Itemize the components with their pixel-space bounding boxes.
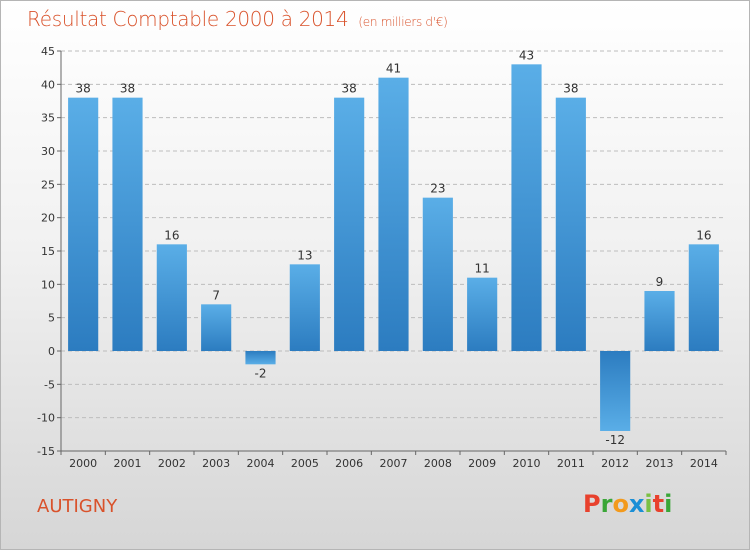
x-tick-label: 2007 <box>380 457 408 470</box>
x-tick-label: 2010 <box>513 457 541 470</box>
y-tick-label: 20 <box>41 212 55 225</box>
data-label: -2 <box>255 366 267 380</box>
x-tick-label: 2001 <box>114 457 142 470</box>
data-label: 38 <box>342 82 357 96</box>
data-label: 38 <box>563 82 578 96</box>
x-tick-label: 2013 <box>646 457 674 470</box>
y-tick-label: 40 <box>41 78 55 91</box>
bar <box>422 197 453 351</box>
x-tick-label: 2006 <box>335 457 363 470</box>
proxiti-logo: Proxiti <box>583 490 672 518</box>
chart-title-text: Résultat Comptable 2000 à 2014 <box>27 7 349 31</box>
data-label: 13 <box>297 248 312 262</box>
x-tick-label: 2004 <box>247 457 275 470</box>
data-label: 16 <box>696 228 711 242</box>
x-tick-label: 2000 <box>69 457 97 470</box>
x-tick-label: 2003 <box>202 457 230 470</box>
y-tick-label: 25 <box>41 178 55 191</box>
y-tick-label: 15 <box>41 245 55 258</box>
data-label: 43 <box>519 48 534 62</box>
commune-name: AUTIGNY <box>37 496 118 517</box>
data-label: 23 <box>430 182 445 196</box>
y-tick-label: 5 <box>48 312 55 325</box>
x-tick-label: 2005 <box>291 457 319 470</box>
logo-letter: o <box>612 490 629 518</box>
bar <box>378 77 409 352</box>
data-label: 41 <box>386 62 401 76</box>
data-label: 11 <box>475 262 490 276</box>
y-tick-label: 0 <box>48 345 55 358</box>
x-tick-label: 2008 <box>424 457 452 470</box>
data-label: -12 <box>605 433 625 447</box>
bar <box>644 291 675 351</box>
x-tick-label: 2002 <box>158 457 186 470</box>
data-label: 38 <box>120 82 135 96</box>
logo-letter: P <box>583 490 601 518</box>
bar <box>600 351 631 431</box>
bar <box>245 351 276 365</box>
x-tick-label: 2011 <box>557 457 585 470</box>
y-tick-label: -15 <box>37 445 55 458</box>
bar <box>201 304 232 351</box>
bar <box>289 264 320 351</box>
bar <box>467 277 498 351</box>
y-tick-label: -10 <box>37 412 55 425</box>
y-tick-label: 35 <box>41 112 55 125</box>
x-tick-label: 2014 <box>690 457 718 470</box>
y-tick-label: 10 <box>41 278 55 291</box>
bar <box>555 97 586 352</box>
bar <box>334 97 365 352</box>
data-label: 38 <box>76 82 91 96</box>
y-tick-label: 30 <box>41 145 55 158</box>
data-label: 9 <box>656 275 664 289</box>
logo-letter: r <box>600 490 613 518</box>
x-tick-label: 2012 <box>601 457 629 470</box>
data-label: 16 <box>164 228 179 242</box>
bar <box>688 244 719 351</box>
x-tick-label: 2009 <box>468 457 496 470</box>
bar <box>511 64 542 352</box>
chart-subtitle: (en milliers d'€) <box>358 15 448 29</box>
logo-letter: i <box>664 490 673 518</box>
y-tick-label: -5 <box>44 378 55 391</box>
y-tick-label: 45 <box>41 45 55 58</box>
data-label: 7 <box>212 288 220 302</box>
bar <box>112 97 143 352</box>
logo-letter: i <box>644 490 653 518</box>
logo-letter: x <box>628 490 645 518</box>
chart-title: Résultat Comptable 2000 à 2014 (en millie… <box>27 7 448 31</box>
logo-letter: t <box>652 490 665 518</box>
bar <box>156 244 187 351</box>
bar <box>68 97 99 352</box>
